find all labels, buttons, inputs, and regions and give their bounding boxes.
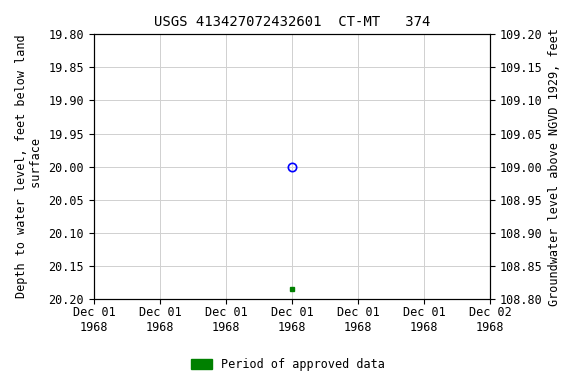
Title: USGS 413427072432601  CT-MT   374: USGS 413427072432601 CT-MT 374: [154, 15, 430, 29]
Y-axis label: Groundwater level above NGVD 1929, feet: Groundwater level above NGVD 1929, feet: [548, 28, 561, 306]
Y-axis label: Depth to water level, feet below land
 surface: Depth to water level, feet below land su…: [15, 35, 43, 298]
Legend: Period of approved data: Period of approved data: [186, 354, 390, 376]
